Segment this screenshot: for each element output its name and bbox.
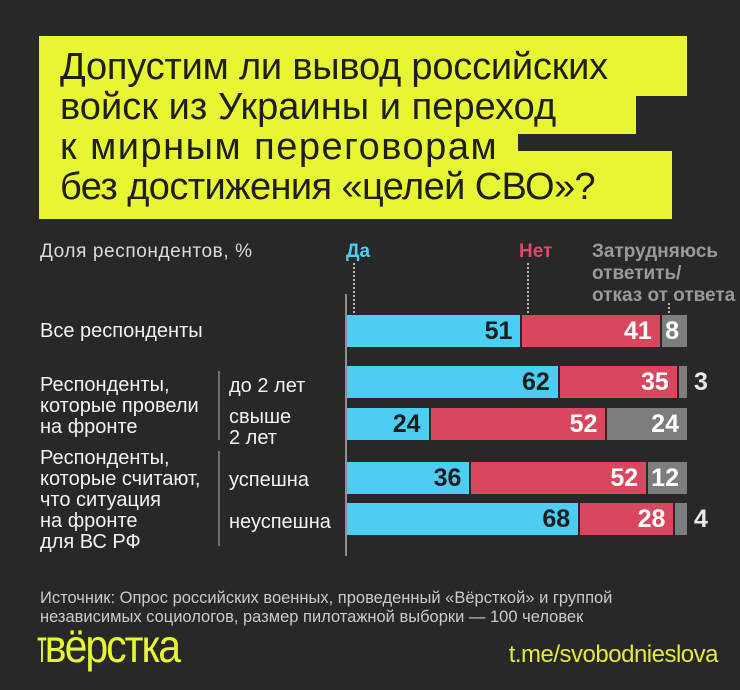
bar-segment-yes: [347, 408, 429, 440]
bar-segment-undecided: [675, 503, 687, 535]
bar-segment-undecided: [678, 366, 687, 398]
bar-value-label: 52: [569, 410, 598, 438]
bar-segment-undecided: [648, 462, 687, 494]
bar-segment-no: [471, 462, 647, 494]
bar-segment-no: [559, 366, 677, 398]
source-note: Источник: Опрос российских военных, пров…: [40, 589, 613, 626]
verstka-logo: твёрстка: [37, 620, 181, 673]
bar-segment-yes: [347, 503, 579, 535]
group-divider-situation: [218, 451, 220, 546]
bar-segment-undecided: [661, 315, 687, 347]
bar-segment-yes: [347, 366, 558, 398]
title-line-4: без достижения «целей СВО»?: [60, 166, 596, 208]
row-group-label-situation: Респонденты, которые считают, что ситуац…: [40, 447, 201, 553]
title-highlight-rect: [39, 36, 518, 151]
bar-segment-no: [430, 408, 606, 440]
logo-t-mark: т: [37, 620, 46, 673]
bar-value-label: 12: [651, 464, 679, 492]
row-sublabel-over-2-years: свыше 2 лет: [229, 406, 292, 449]
legend-leader-line-undecided: [668, 303, 670, 313]
bar-segment-undecided: [607, 408, 687, 440]
bar-value-label: 36: [433, 464, 462, 492]
title-line-1: Допустим ли вывод российских: [60, 46, 608, 88]
legend-leader-line-no: [527, 263, 529, 313]
legend-leader-line-yes: [353, 263, 355, 313]
bar-value-label: 35: [640, 368, 669, 396]
row-sublabel-under-2-years: до 2 лет: [229, 375, 306, 397]
row-label-all-respondents: Все респонденты: [40, 320, 203, 342]
bar-segment-yes: [347, 462, 470, 494]
bar-value-label: 28: [637, 505, 666, 533]
legend-undecided-line-3: отказ от ответа: [592, 285, 736, 306]
chart-title: Допустим ли вывод российских войск из Ук…: [60, 47, 608, 207]
telegram-link[interactable]: t.me/svobodnieslova: [508, 641, 719, 668]
bar-segment-no: [580, 503, 674, 535]
bar-segment-yes: [347, 315, 521, 347]
title-line-2: войск из Украины и переход: [60, 86, 557, 128]
bar-value-label: 52: [610, 464, 639, 492]
legend-item-no: Нет: [519, 241, 553, 262]
axis-unit-label: Доля респондентов, %: [40, 241, 253, 262]
legend-undecided-line-2: ответить/: [592, 263, 682, 284]
bar-value-label: 4: [694, 505, 708, 533]
bar-value-label: 62: [521, 368, 550, 396]
legend-item-yes: Да: [346, 241, 371, 262]
title-highlight-rect: [39, 151, 672, 219]
bar-value-label: 24: [651, 410, 679, 438]
logo-wordmark: вёрстка: [44, 620, 181, 673]
row-group-label-front: Респонденты, которые провели на фронте: [40, 374, 199, 438]
legend-item-undecided: Затрудняюсь ответить/ отказ от ответа: [592, 241, 735, 307]
bar-value-label: 8: [665, 317, 679, 345]
title-line-3: к мирным переговорам: [60, 126, 499, 168]
legend-undecided-line-1: Затрудняюсь: [592, 241, 719, 262]
bar-segment-no: [522, 315, 660, 347]
row-sublabel-successful: успешна: [229, 469, 309, 491]
bar-value-label: 41: [623, 317, 652, 345]
bar-value-label: 68: [542, 505, 571, 533]
bar-value-label: 24: [392, 410, 421, 438]
row-sublabel-unsuccessful: неуспешна: [229, 511, 331, 533]
bar-value-label: 51: [484, 317, 513, 345]
group-divider-front: [218, 371, 220, 440]
bar-value-label: 3: [694, 368, 708, 396]
y-axis-line: [345, 294, 347, 556]
